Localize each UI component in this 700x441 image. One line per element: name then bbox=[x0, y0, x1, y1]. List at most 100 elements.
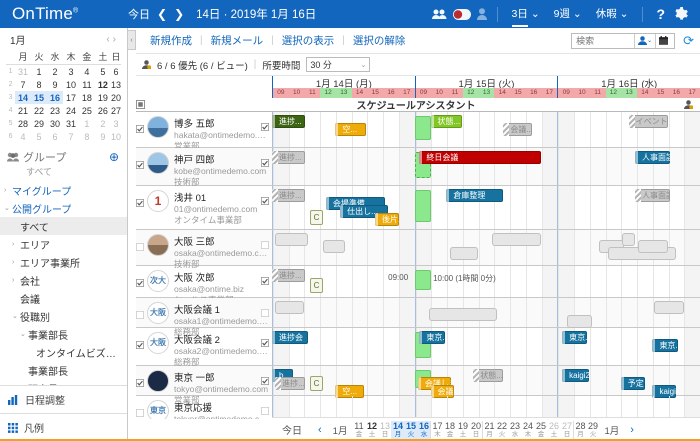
mini-calendar-day[interactable]: 2 bbox=[52, 66, 58, 77]
hour-cell[interactable] bbox=[494, 186, 510, 229]
mini-calendar-day[interactable]: 12 bbox=[97, 79, 108, 90]
footer-day-17[interactable]: 17 木 bbox=[430, 420, 443, 439]
hour-cell[interactable] bbox=[351, 298, 368, 327]
mini-calendar-day[interactable]: 7 bbox=[68, 131, 74, 142]
hour-cell[interactable] bbox=[574, 396, 590, 419]
person-priority-checkbox[interactable] bbox=[261, 339, 269, 347]
hour-cell[interactable] bbox=[447, 112, 463, 147]
hour-cell[interactable] bbox=[510, 186, 526, 229]
mini-calendar-day[interactable]: 7 bbox=[20, 79, 26, 90]
mini-calendar-day[interactable]: 26 bbox=[97, 105, 108, 116]
hour-cell[interactable] bbox=[621, 266, 637, 297]
person-checkbox[interactable] bbox=[136, 400, 147, 417]
person-timeline[interactable]: 進捗... 終日会議 人事面談 bbox=[272, 148, 700, 185]
calendar-event[interactable]: 東京... bbox=[562, 331, 588, 344]
busy-block[interactable] bbox=[654, 301, 685, 314]
hour-cell[interactable] bbox=[558, 186, 575, 229]
hour-cell[interactable] bbox=[605, 112, 622, 147]
hour-cell[interactable] bbox=[574, 328, 590, 365]
calendar-event[interactable]: 空... bbox=[335, 385, 364, 398]
calendar-event[interactable]: 後片... bbox=[375, 213, 399, 226]
hour-cell[interactable] bbox=[589, 186, 606, 229]
footer-day-12[interactable]: 12 土 bbox=[365, 421, 378, 439]
hour-cell[interactable] bbox=[684, 230, 700, 265]
busy-block[interactable] bbox=[638, 240, 669, 253]
hour-cell[interactable] bbox=[637, 186, 653, 229]
hour-cell[interactable] bbox=[351, 230, 368, 265]
calendar-filter-icon[interactable] bbox=[655, 33, 671, 48]
hour-cell[interactable] bbox=[652, 148, 669, 185]
calendar-event[interactable]: kaigi bbox=[652, 385, 677, 398]
hour-cell[interactable] bbox=[304, 186, 320, 229]
hour-cell[interactable] bbox=[605, 186, 622, 229]
hour-cell[interactable] bbox=[383, 298, 399, 327]
hour-cell[interactable] bbox=[652, 266, 669, 297]
mini-calendar-day[interactable]: 8 bbox=[36, 79, 42, 90]
person-timeline[interactable]: b...進捗... 空... 状態... 会議します会議... kaigi2 予定 kaig… bbox=[272, 366, 700, 398]
hour-cell[interactable] bbox=[431, 186, 447, 229]
hour-cell[interactable] bbox=[541, 230, 558, 265]
footer-day-16[interactable]: 16 水 bbox=[417, 420, 431, 439]
person-icon[interactable] bbox=[476, 8, 487, 20]
hour-cell[interactable] bbox=[510, 366, 526, 395]
hour-cell[interactable] bbox=[589, 328, 606, 365]
calendar-event[interactable]: 進捗... bbox=[272, 189, 306, 202]
hour-cell[interactable] bbox=[288, 230, 305, 265]
hour-cell[interactable] bbox=[398, 266, 415, 297]
hour-cell[interactable] bbox=[621, 148, 637, 185]
hour-cell[interactable] bbox=[320, 186, 336, 229]
hour-cell[interactable] bbox=[335, 366, 352, 395]
mini-calendar-day[interactable]: 14 bbox=[15, 91, 32, 104]
footer-today-button[interactable]: 今日 bbox=[282, 426, 302, 437]
calendar-event[interactable]: 会議... bbox=[503, 123, 532, 136]
hour-cell[interactable] bbox=[574, 148, 590, 185]
view-menu-3day[interactable]: 3日 ⌄ bbox=[511, 6, 540, 27]
hour-cell[interactable] bbox=[288, 112, 305, 147]
person-checkbox[interactable] bbox=[136, 270, 147, 287]
hour-cell[interactable] bbox=[304, 266, 320, 297]
hour-cell[interactable] bbox=[383, 148, 399, 185]
hour-cell[interactable] bbox=[351, 148, 368, 185]
hour-cell[interactable] bbox=[431, 230, 447, 265]
hour-cell[interactable] bbox=[462, 266, 479, 297]
hour-cell[interactable] bbox=[621, 112, 637, 147]
hour-cell[interactable] bbox=[398, 148, 415, 185]
select-all-checkbox[interactable] bbox=[136, 100, 148, 109]
mini-calendar-day[interactable]: 24 bbox=[65, 105, 76, 116]
hour-cell[interactable] bbox=[541, 148, 558, 185]
mini-calendar-day[interactable]: 11 bbox=[82, 79, 92, 90]
hour-cell[interactable] bbox=[668, 366, 685, 395]
hour-cell[interactable] bbox=[431, 266, 447, 297]
mini-calendar-nav[interactable]: ‹› bbox=[106, 34, 119, 45]
mini-calendar-day[interactable]: 2 bbox=[100, 118, 106, 129]
table-row[interactable]: 1 浅井 01 01@ontimedemo.com オンタイム事業部 進捗... 会場準備… bbox=[136, 186, 700, 230]
hour-cell[interactable] bbox=[684, 148, 700, 185]
hour-cell[interactable] bbox=[589, 396, 606, 419]
calendar-event[interactable]: 空... bbox=[335, 123, 366, 136]
busy-block[interactable] bbox=[449, 247, 479, 260]
mini-calendar-day[interactable]: 6 bbox=[113, 66, 119, 77]
footer-prev-icon[interactable]: ‹ bbox=[318, 423, 322, 436]
mini-calendar-day[interactable]: 9 bbox=[100, 131, 106, 142]
refresh-icon[interactable]: ⟳ bbox=[683, 32, 694, 48]
hour-cell[interactable] bbox=[574, 112, 590, 147]
person-priority-checkbox[interactable] bbox=[261, 123, 269, 131]
calendar-event[interactable]: 倉庫整理 bbox=[446, 189, 504, 202]
footer-day-27[interactable]: 27 日 bbox=[560, 421, 573, 439]
hour-cell[interactable] bbox=[351, 396, 368, 419]
busy-block[interactable] bbox=[275, 301, 304, 314]
sidebar-tree-item-8[interactable]: ⌄ 事業部長 bbox=[0, 325, 127, 343]
hour-cell[interactable] bbox=[605, 396, 622, 419]
hour-cell[interactable] bbox=[367, 266, 383, 297]
hour-cell[interactable] bbox=[367, 112, 383, 147]
person-priority-checkbox[interactable] bbox=[261, 277, 269, 285]
hour-cell[interactable] bbox=[494, 396, 510, 419]
person-priority-checkbox[interactable] bbox=[261, 197, 269, 205]
free-slot-marker[interactable] bbox=[414, 190, 431, 222]
hour-cell[interactable] bbox=[621, 298, 637, 327]
hour-cell[interactable] bbox=[462, 328, 479, 365]
person-timeline[interactable]: 進捗... 空... 状態... 会議... イベント... bbox=[272, 112, 700, 147]
calendar-event[interactable]: 予定 bbox=[620, 377, 645, 390]
mini-cal-prev-icon[interactable]: ‹ bbox=[106, 34, 113, 45]
